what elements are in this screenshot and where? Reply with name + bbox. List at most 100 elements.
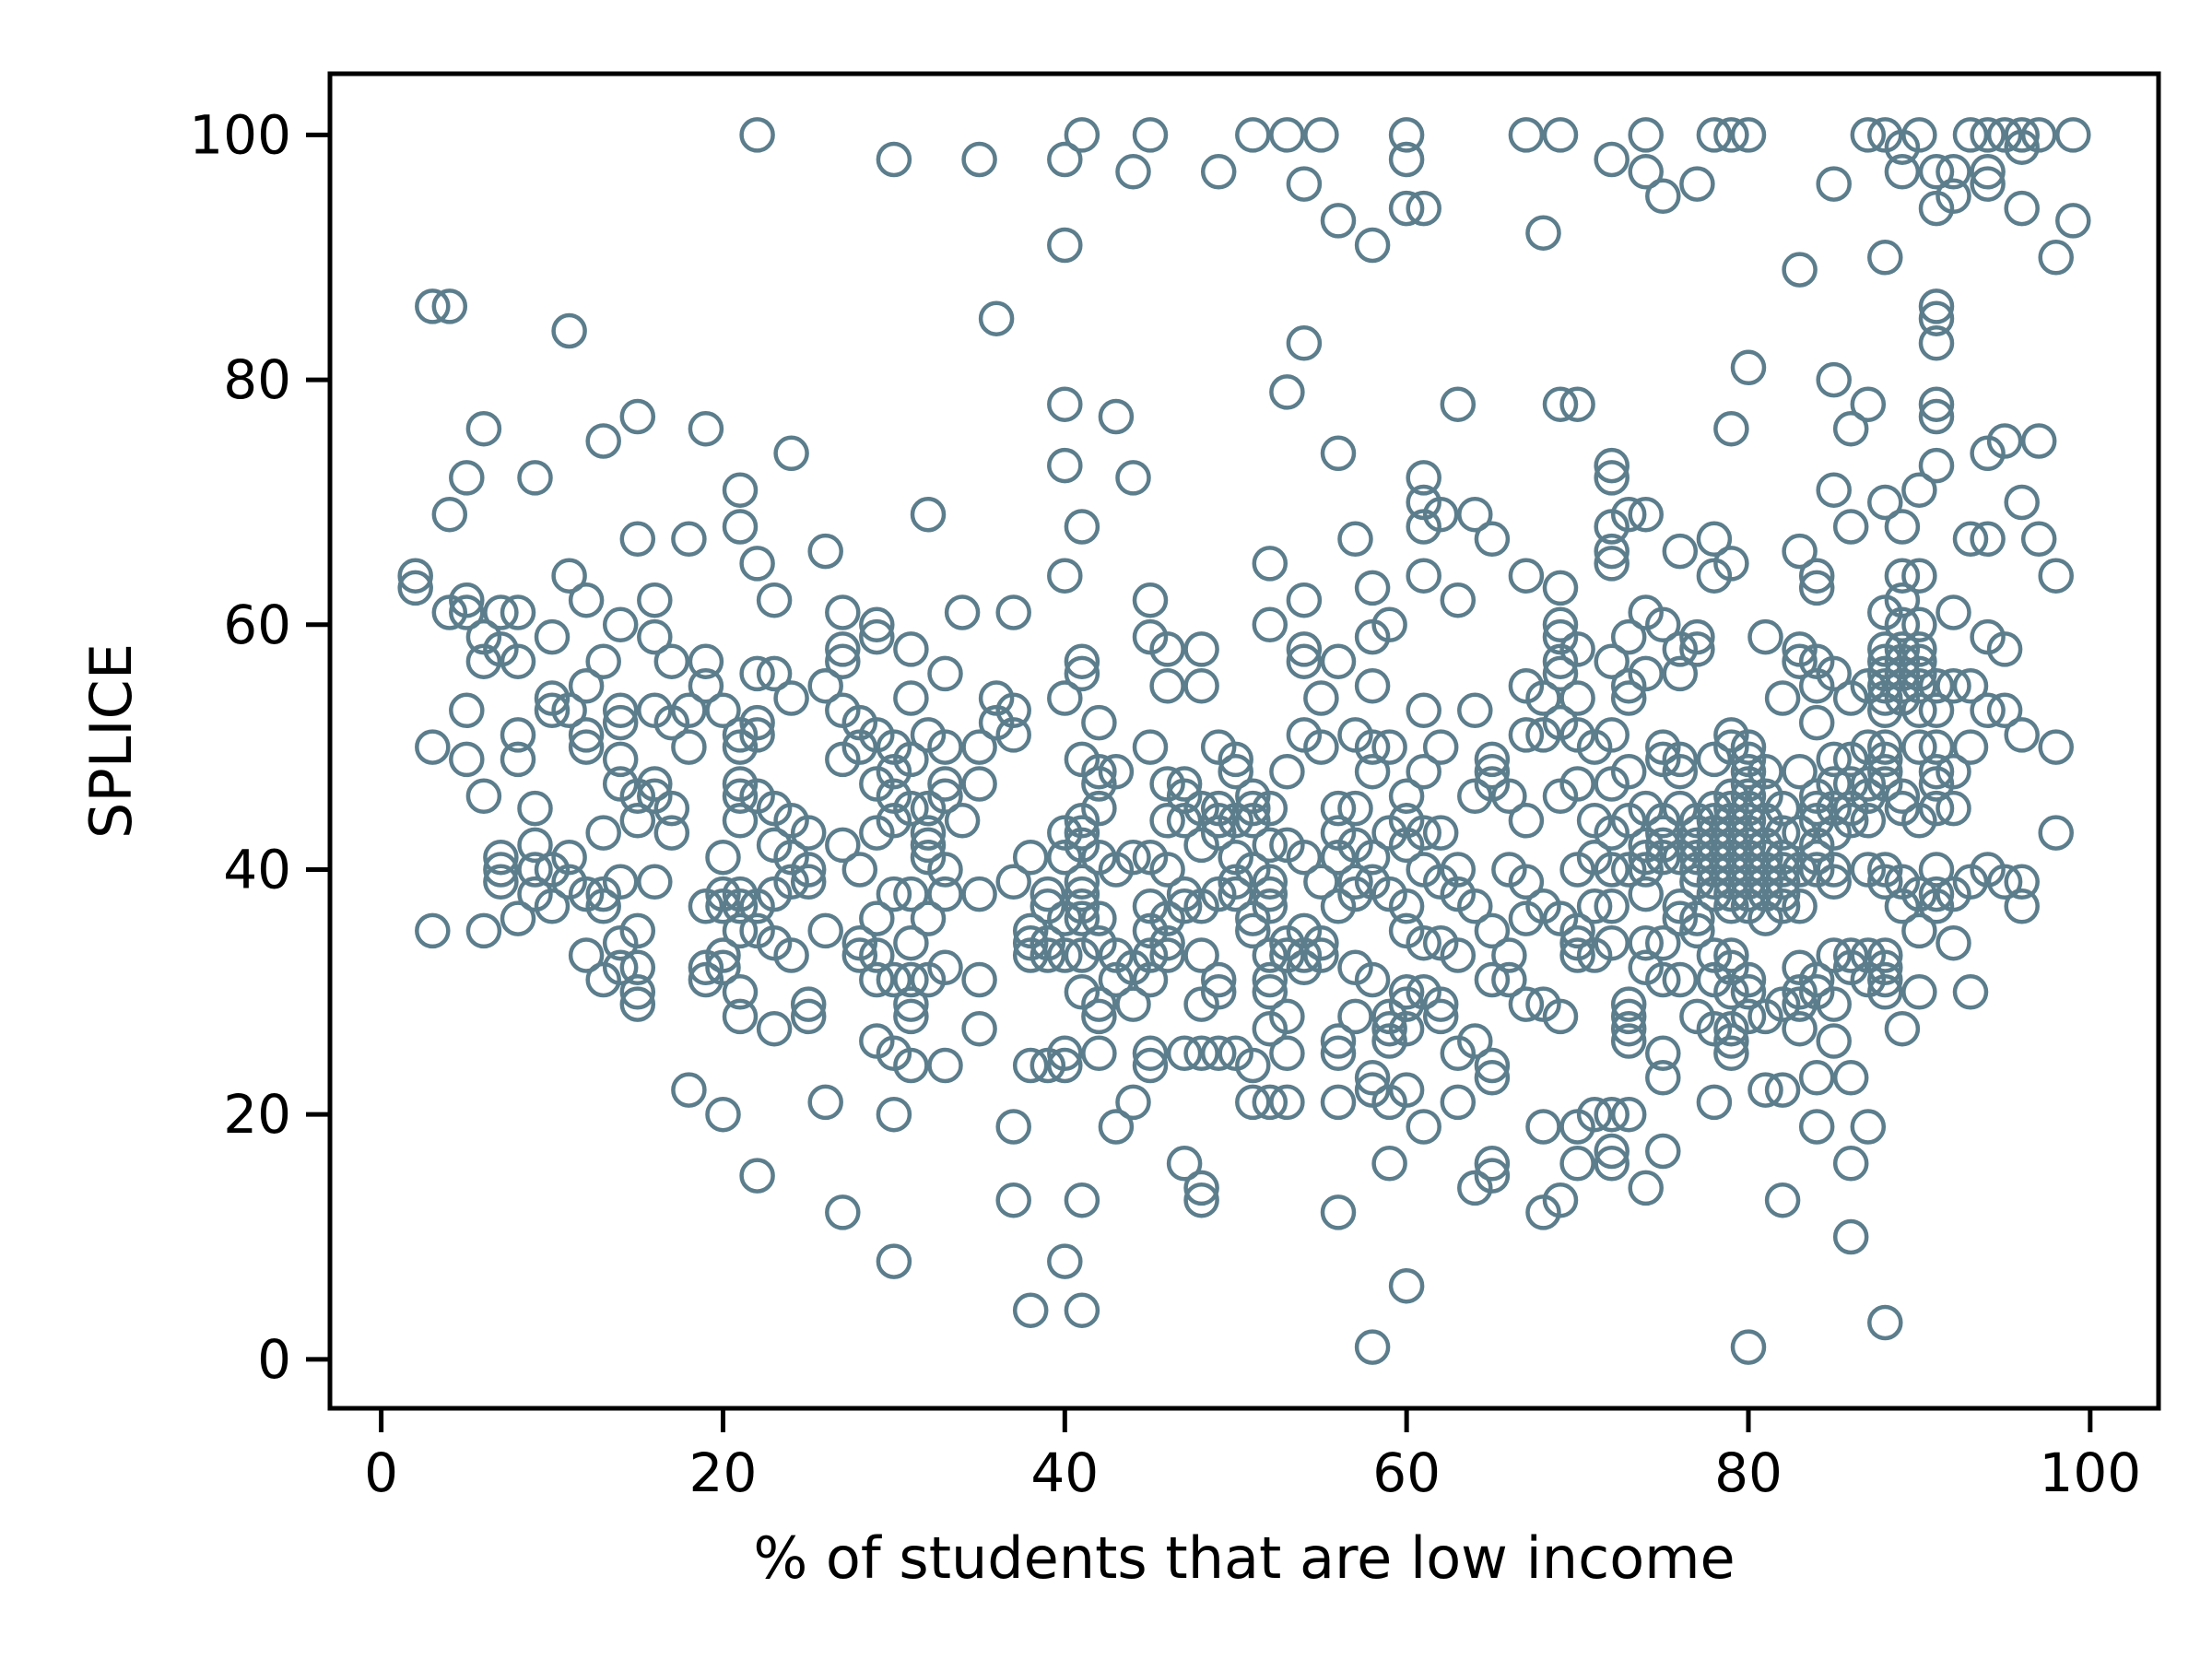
data-point — [671, 692, 707, 729]
data-point — [1645, 1133, 1681, 1170]
data-point — [1474, 1060, 1511, 1096]
data-point — [1081, 986, 1117, 1022]
data-point — [1098, 398, 1135, 435]
data-point — [1594, 546, 1630, 582]
data-point — [1115, 839, 1151, 876]
data-point — [1559, 680, 1595, 716]
data-point — [1235, 1084, 1271, 1121]
data-point — [1816, 864, 1852, 900]
data-point — [449, 692, 485, 729]
data-point — [1679, 166, 1715, 202]
data-point — [1713, 1035, 1749, 1072]
data-point — [1918, 447, 1955, 484]
data-point — [1918, 154, 1955, 190]
data-point — [1970, 692, 2006, 729]
data-point — [1696, 117, 1733, 153]
data-point — [1474, 1146, 1511, 1182]
data-point — [1594, 1096, 1630, 1133]
data-point — [876, 141, 912, 178]
data-point — [1918, 386, 1955, 422]
data-point — [1354, 729, 1391, 765]
data-point — [1867, 1304, 1903, 1341]
data-point — [1440, 852, 1477, 888]
data-point — [1166, 766, 1203, 802]
data-point — [2004, 864, 2040, 900]
data-point — [1867, 974, 1903, 1010]
data-point — [1149, 631, 1185, 667]
data-point — [1474, 1158, 1511, 1194]
data-point — [1303, 117, 1339, 153]
data-point — [1388, 778, 1425, 815]
data-point — [1679, 900, 1715, 936]
data-point — [773, 680, 809, 716]
data-point — [602, 692, 639, 729]
data-point — [1542, 386, 1579, 422]
data-point — [1047, 680, 1083, 716]
data-point — [1901, 974, 1937, 1010]
data-point — [893, 680, 929, 716]
data-point — [2038, 729, 2074, 765]
data-point — [1320, 790, 1357, 827]
data-point — [568, 937, 605, 973]
data-point — [1542, 1182, 1579, 1218]
data-point — [1610, 496, 1647, 533]
data-point — [1696, 521, 1733, 558]
data-point — [790, 864, 827, 900]
data-point — [1798, 1060, 1835, 1096]
data-point — [722, 974, 759, 1010]
data-point — [807, 533, 843, 570]
y-tick-label: 60 — [223, 594, 291, 656]
data-point — [1936, 753, 1971, 790]
data-point — [1832, 803, 1869, 839]
data-point — [2004, 888, 2040, 924]
data-point — [1713, 410, 1749, 447]
data-point — [1798, 558, 1835, 594]
data-point — [1594, 533, 1630, 570]
data-point — [893, 790, 929, 827]
data-point — [1901, 729, 1937, 765]
data-point — [1764, 680, 1801, 716]
data-point — [1884, 778, 1921, 815]
data-point — [1337, 521, 1373, 558]
data-point — [1713, 937, 1749, 973]
data-point — [1884, 1010, 1921, 1047]
data-point — [1303, 924, 1339, 961]
data-point — [1713, 117, 1749, 153]
data-point — [910, 815, 947, 851]
data-point — [995, 1182, 1031, 1218]
data-point — [1422, 729, 1459, 765]
data-point — [1012, 1047, 1049, 1084]
data-point — [1388, 1010, 1425, 1047]
data-point — [465, 410, 502, 447]
data-point — [722, 472, 759, 508]
data-point — [722, 998, 759, 1035]
data-point — [1850, 1109, 1887, 1145]
data-point — [1832, 410, 1869, 447]
data-point — [1132, 729, 1169, 765]
data-point — [619, 521, 656, 558]
data-point — [671, 729, 707, 765]
data-point — [1610, 680, 1647, 716]
data-point — [602, 864, 639, 900]
data-point — [1970, 166, 2006, 202]
data-point — [722, 509, 759, 545]
data-point — [1832, 1146, 1869, 1182]
data-point — [893, 924, 929, 961]
data-point — [1422, 998, 1459, 1035]
data-point — [1354, 839, 1391, 876]
data-point — [1884, 558, 1921, 594]
data-point — [1730, 117, 1767, 153]
data-point — [893, 961, 929, 998]
data-point — [927, 1047, 963, 1084]
data-point — [1576, 1096, 1613, 1133]
data-point — [910, 496, 947, 533]
data-point — [1764, 852, 1801, 888]
data-point — [2020, 521, 2057, 558]
data-point — [2020, 423, 2057, 459]
data-point — [1559, 766, 1595, 802]
data-point — [1388, 974, 1425, 1010]
data-point — [739, 655, 775, 692]
data-point — [637, 864, 673, 900]
data-point — [1918, 790, 1955, 827]
data-point — [893, 986, 929, 1022]
